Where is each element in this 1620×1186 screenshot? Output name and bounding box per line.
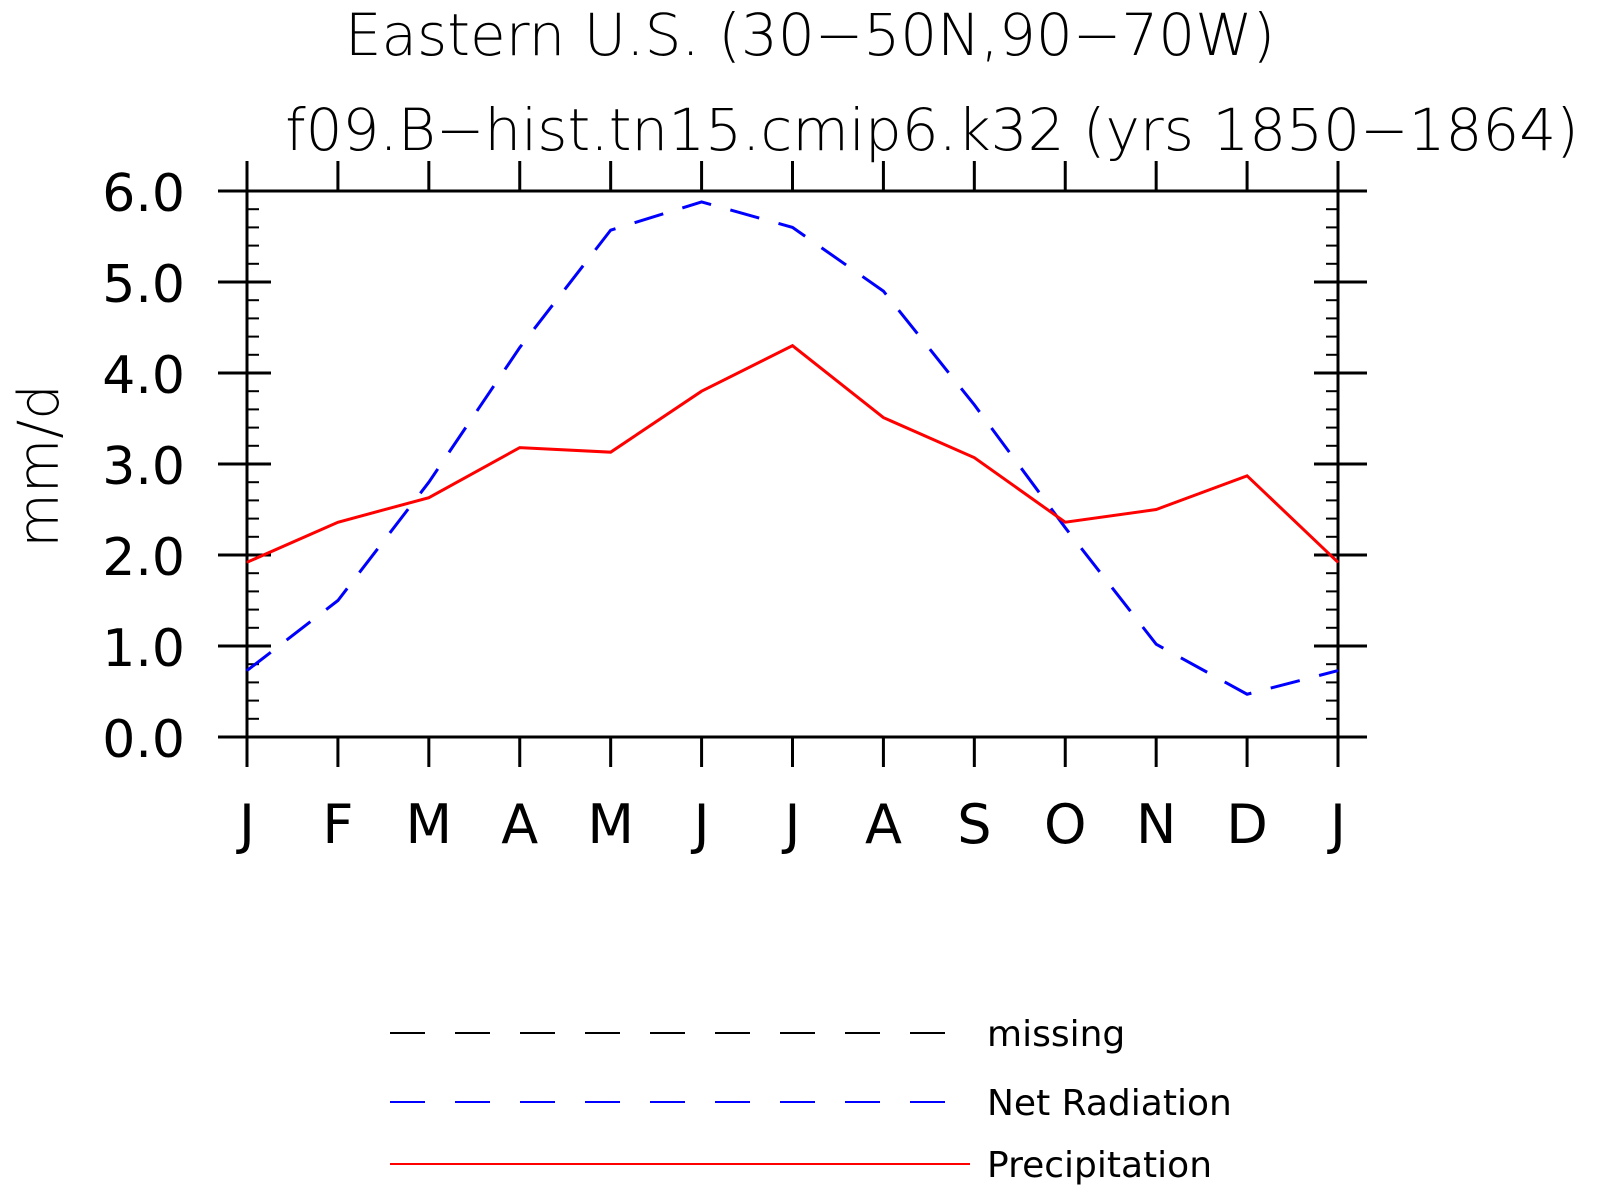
x-tick-label: A [865, 793, 902, 856]
data-point-net-radiation [337, 600, 339, 601]
x-tick-label: A [501, 793, 538, 856]
x-tick-label: M [587, 793, 634, 856]
y-tick-label: 4.0 [102, 346, 185, 406]
data-point-precipitation [1064, 521, 1066, 523]
legend: missing Net Radiation Precipitation [390, 1014, 1232, 1186]
data-point-net-radiation [701, 201, 703, 203]
y-tick-label: 6.0 [102, 164, 185, 224]
plot-frame [245, 189, 1340, 739]
legend-label-missing: missing [987, 1014, 1125, 1055]
y-tick-label: 1.0 [102, 619, 185, 679]
y-tick-label: 5.0 [102, 255, 185, 315]
data-point-net-radiation [428, 481, 430, 483]
data-point-net-radiation [792, 226, 793, 228]
x-tick-label: F [322, 793, 353, 856]
data-point-net-radiation [1246, 693, 1248, 695]
data-point-net-radiation [973, 404, 975, 406]
x-tick-label: D [1226, 793, 1268, 856]
legend-label-net-radiation: Net Radiation [987, 1083, 1232, 1124]
data-point-net-radiation [882, 290, 884, 292]
chart-title: Eastern U.S. (30−50N,90−70W) [345, 1, 1275, 69]
x-tick-label: M [406, 793, 453, 856]
x-tick-label: J [236, 793, 255, 856]
y-tick-label: 0.0 [102, 710, 185, 770]
data-point-net-radiation [1155, 643, 1157, 645]
x-tick-label: J [782, 793, 801, 856]
data-point-net-radiation [610, 229, 612, 231]
series-line-precipitation [246, 343, 1340, 564]
data-point-precipitation [973, 457, 975, 459]
y-tick-label: 3.0 [102, 437, 185, 497]
data-point-precipitation [1155, 509, 1157, 510]
y-axis-label: mm/d [7, 384, 72, 548]
data-point-precipitation [1246, 475, 1248, 477]
y-tick-label: 2.0 [102, 528, 185, 588]
legend-label-precipitation: Precipitation [987, 1145, 1212, 1186]
data-point-net-radiation [1064, 527, 1066, 529]
data-point-precipitation [428, 497, 430, 499]
data-point-precipitation [519, 447, 521, 449]
data-point-precipitation [610, 451, 612, 453]
x-tick-label: N [1136, 793, 1176, 856]
data-point-net-radiation [246, 670, 248, 672]
series-layer [246, 200, 1340, 696]
series-line-net-radiation [246, 200, 1339, 696]
data-point-precipitation [337, 521, 339, 523]
data-point-precipitation [701, 390, 703, 392]
plot-axes: J F M A M J J A S O N D J0.01.02.03.04.05.06.0 [102, 161, 1367, 856]
data-point-precipitation [246, 561, 248, 563]
data-point-precipitation [882, 417, 884, 419]
x-tick-label: J [691, 793, 710, 856]
x-tick-label: J [1327, 793, 1346, 856]
data-point-precipitation [1337, 561, 1339, 563]
chart-subtitle: f09.B−hist.tn15.cmip6.k32 (yrs 1850−1864… [285, 96, 1579, 164]
data-point-net-radiation [519, 347, 521, 349]
x-tick-label: O [1044, 793, 1087, 856]
data-point-net-radiation [1337, 670, 1339, 672]
x-tick-label: S [957, 793, 991, 856]
data-point-precipitation [792, 345, 793, 347]
